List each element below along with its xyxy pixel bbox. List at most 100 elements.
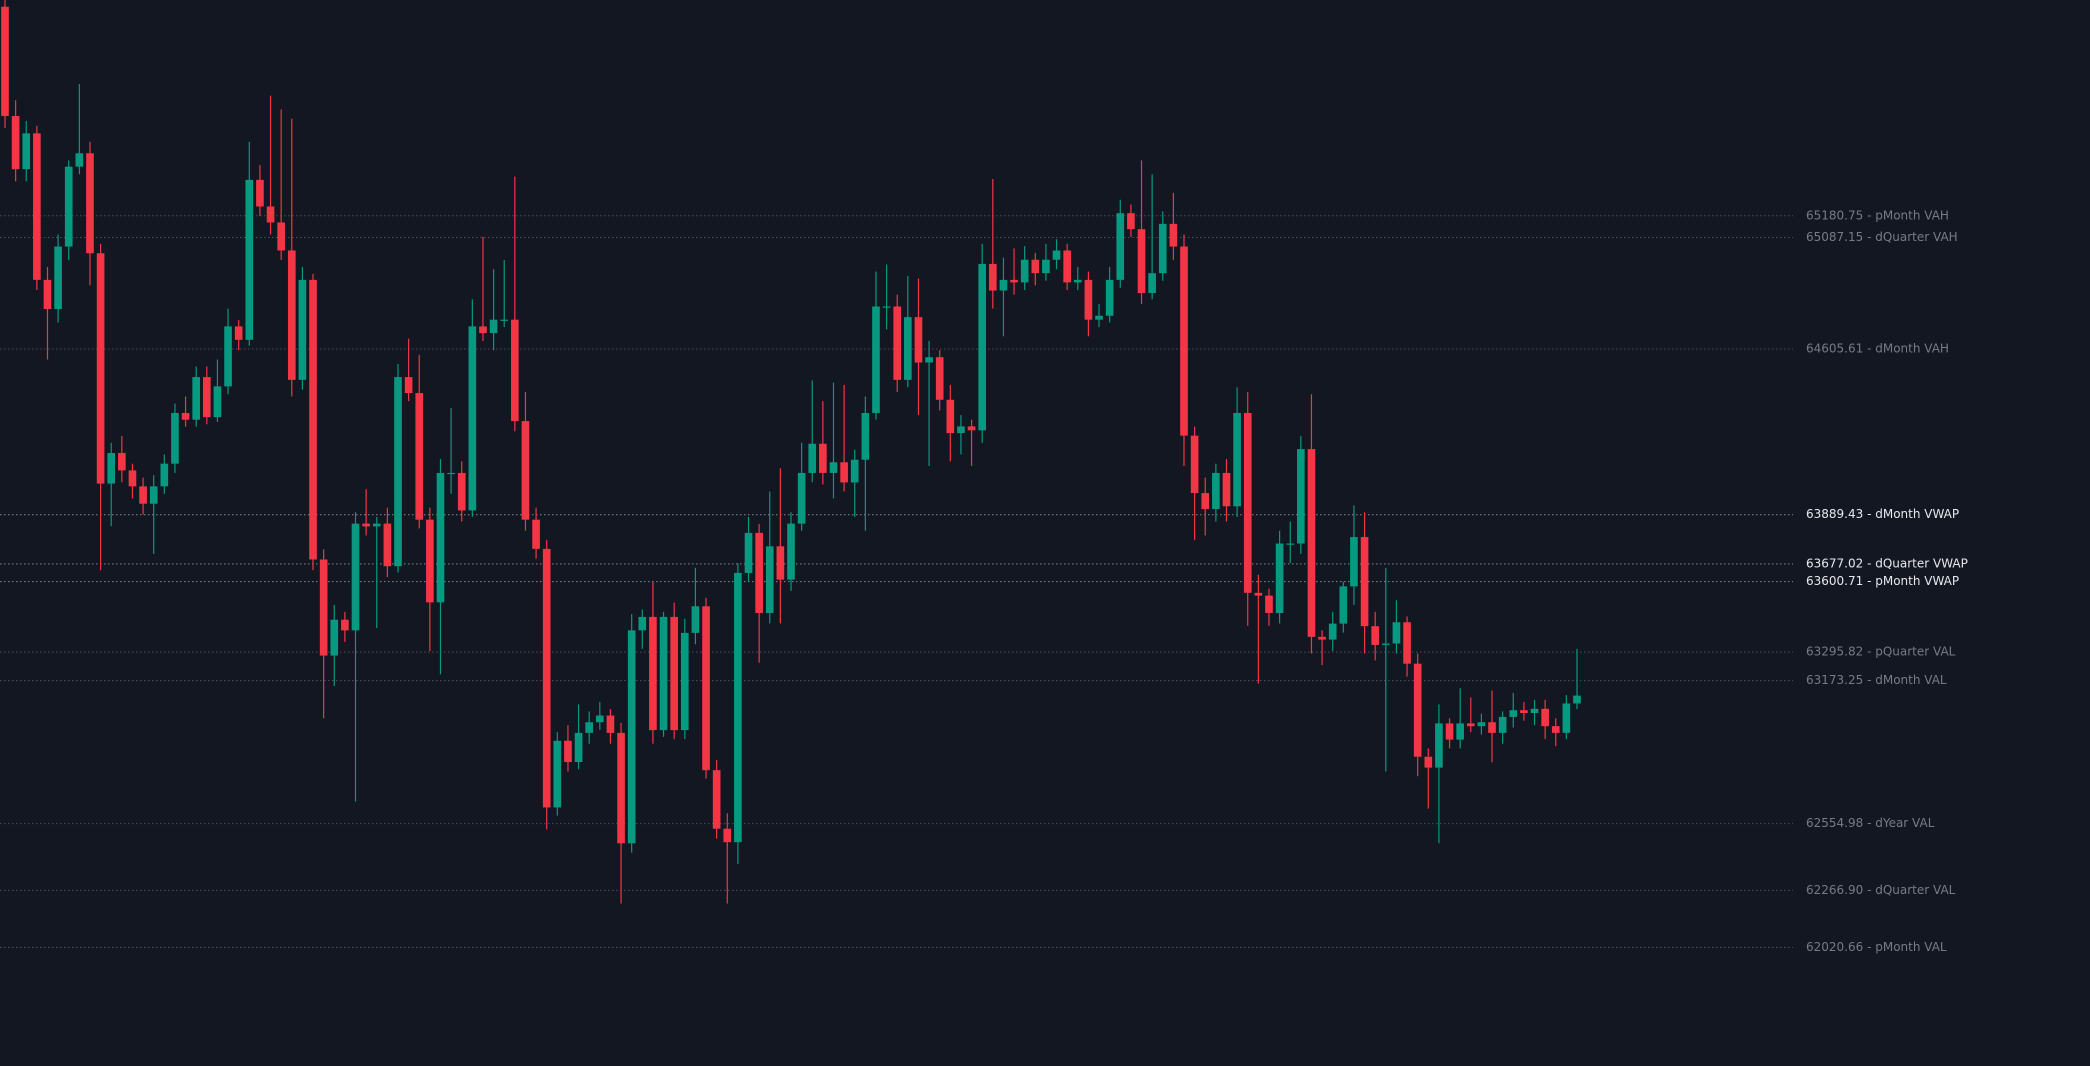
candle-body [967,426,976,431]
level-label: 63889.43 - dMonth VWAP [1806,507,1959,521]
candle-body [1073,279,1082,283]
candle-body [553,740,562,808]
candle-body [564,740,572,763]
candle-body [1148,273,1156,294]
level-label: 63173.25 - dMonth VAL [1806,673,1947,687]
candle-body [415,393,424,520]
candle-body [1010,279,1018,283]
candle-body [787,523,795,580]
candle-body [957,426,965,434]
candle-body [500,319,509,321]
candle-body [1445,723,1454,740]
level-label: 64605.61 - dMonth VAH [1806,341,1949,355]
candle-body [1435,723,1443,768]
candle-body [649,616,657,731]
candle-body [819,443,827,473]
candle-body [574,732,583,763]
level-label: 62020.66 - pMonth VAL [1806,940,1947,954]
candle-body [372,523,381,527]
candle-body [1466,723,1475,727]
candle-body [213,386,222,418]
candle-body [1233,412,1241,507]
candle-body [1456,723,1464,740]
candle-body [882,306,891,308]
candle-body [341,619,349,631]
candle-body [192,377,201,420]
candle-body [1573,695,1581,704]
candle-body [202,377,211,418]
candle-body [1297,449,1305,544]
candle-body [1020,259,1029,283]
candle-body [1169,223,1178,247]
candle-body [840,462,848,483]
candle-body [627,630,636,844]
candle-body [744,532,753,573]
candle-body [11,115,20,170]
candle-body [1042,259,1050,274]
candle-body [1318,636,1326,640]
candle-body [171,412,179,464]
candle-body [723,828,732,843]
candle-body [1360,537,1369,627]
candle-body [489,319,498,334]
candle-body [606,715,615,733]
candle-body [436,472,445,603]
candle-body [245,179,254,340]
candle-body [511,319,519,422]
candle-body [33,133,41,280]
candle-body [1520,710,1528,713]
candle-body [1307,449,1316,637]
candle-body [1105,279,1114,316]
candle-body [893,306,902,380]
candle-body [1275,543,1284,613]
candle-body [457,472,466,511]
candle-body [383,523,392,567]
candle-body [1371,626,1380,645]
level-label: 63295.82 - pQuarter VAL [1806,645,1956,659]
candle-body [1286,543,1295,545]
candle-body [1212,472,1220,510]
candle-body [659,616,668,731]
candle-body [1339,586,1348,624]
candle-body [532,519,540,549]
candle-body [829,462,838,473]
candle-body [521,421,530,520]
candle-body [542,548,551,808]
candle-body [1084,279,1093,320]
candle-body [765,546,774,613]
candle-body [595,715,604,723]
candle-body [872,306,880,413]
candle-body [1562,703,1571,733]
candle-body [670,616,678,731]
candle-body [351,523,360,631]
candle-body [1530,708,1539,713]
candle-body [1116,213,1125,280]
candle-body [1222,472,1231,507]
candle-body [1031,259,1040,274]
candle-body [1180,246,1188,436]
candle-body [638,616,647,631]
candle-body [1551,726,1560,733]
candle-body [1063,250,1071,283]
candle-body [1328,623,1337,640]
candle-body [224,326,232,387]
candle-body [797,472,806,524]
candle-body [43,279,52,310]
candle-body [64,166,73,247]
candle-body [1158,223,1167,274]
candle-body [755,532,763,613]
level-label: 63600.71 - pMonth VWAP [1806,574,1959,588]
candle-body [1477,722,1486,727]
candle-body [691,606,700,633]
candle-body [118,453,126,471]
candle-body [404,377,413,394]
candle-body [925,357,933,363]
candle-body [298,279,307,380]
candle-body [617,732,625,844]
candle-body [1392,622,1401,644]
candle-body [468,326,477,511]
candle-body [1265,595,1273,613]
candle-body [86,153,94,254]
candle-body [978,263,987,431]
candle-body [234,326,243,340]
